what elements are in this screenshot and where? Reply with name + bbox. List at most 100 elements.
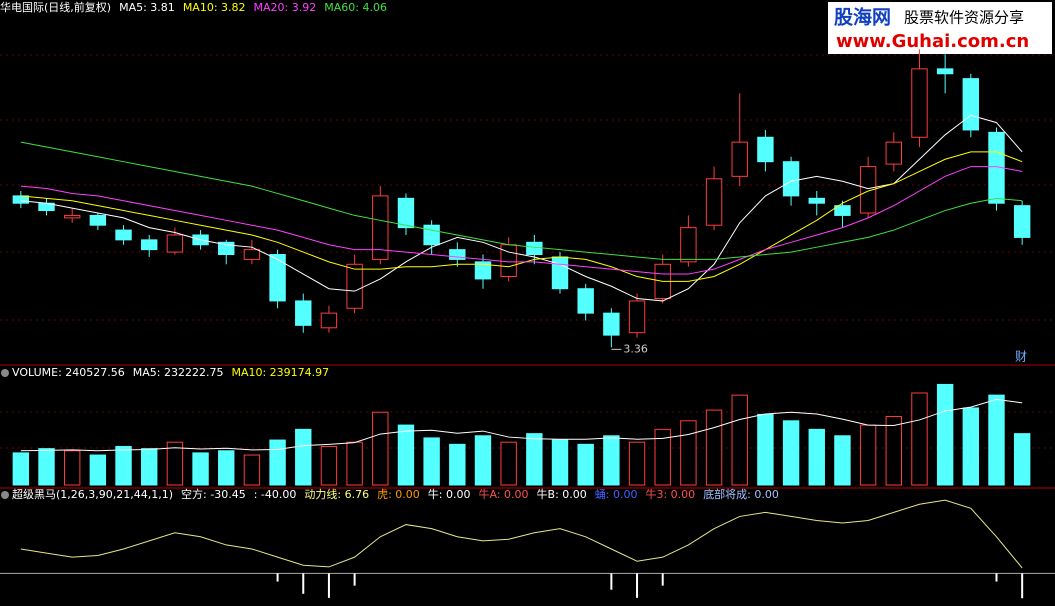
volume-bar <box>320 445 338 486</box>
short-bar <box>353 573 356 586</box>
ma-line <box>20 114 1023 302</box>
short-bar <box>302 573 305 594</box>
volume-bar <box>269 439 286 486</box>
candle-body <box>680 227 697 263</box>
volume-bar <box>808 428 825 486</box>
volume-bar <box>346 441 363 486</box>
header-label: 蛹: 0.00 <box>595 488 638 501</box>
logo-name: 股海网 <box>834 6 891 29</box>
candle-body <box>705 178 723 226</box>
volume-bar <box>192 452 209 486</box>
candle-body <box>243 249 261 260</box>
volume-bar <box>885 416 902 486</box>
volume-bar <box>1013 433 1031 486</box>
candle-body <box>936 68 954 75</box>
volume-bar <box>474 435 492 486</box>
candle-body <box>551 256 569 290</box>
logo: 股海网 股票软件资源分享 www.Guhai.com.cn <box>828 2 1052 54</box>
volume-bar <box>782 420 800 486</box>
volume-bar <box>757 413 774 486</box>
candle-body <box>1013 205 1031 238</box>
candle-body <box>911 68 928 138</box>
volume-bar <box>603 435 620 486</box>
short-bar <box>995 573 998 582</box>
volume-bar <box>654 428 671 486</box>
header-label: 底部将成: 0.00 <box>703 487 779 501</box>
candle-body <box>757 136 774 163</box>
header-label: 华电国际(日线,前复权) <box>0 0 111 14</box>
volume-bar <box>243 454 261 486</box>
header-label: MA20: 3.92 <box>254 1 317 14</box>
header-label: VOLUME: 240527.56 <box>12 366 125 379</box>
short-bar <box>1021 573 1024 599</box>
volume-bar <box>449 443 466 486</box>
volume-bar <box>962 407 980 486</box>
header-label: 空方: -30.45 <box>181 487 246 501</box>
short-bar <box>661 573 664 586</box>
ma-line <box>20 499 1023 569</box>
volume-bar <box>526 433 543 486</box>
header-label: 牛B: 0.00 <box>537 487 587 501</box>
short-bar <box>327 573 330 598</box>
volume-bar <box>38 448 55 486</box>
candle-body <box>141 239 158 251</box>
candle-body <box>628 300 646 334</box>
candle-body <box>449 249 466 260</box>
logo-url: www.Guhai.com.cn <box>836 31 1029 52</box>
ma-line <box>20 398 1023 452</box>
candle-body <box>397 197 415 229</box>
candle-body <box>372 195 389 260</box>
candle-body <box>89 214 107 226</box>
header-label: MA5: 232222.75 <box>133 366 224 379</box>
volume-bar <box>500 441 517 486</box>
volume-bar <box>89 454 107 486</box>
candle-body <box>834 205 851 216</box>
candle-body <box>269 254 286 302</box>
panel-icon <box>1 491 9 499</box>
volume-bar <box>115 445 132 486</box>
header-label: MA60: 4.06 <box>324 1 387 14</box>
volume-bar <box>988 394 1005 486</box>
low-annotation: 3.36 <box>623 342 648 355</box>
candle-body <box>320 312 338 329</box>
logo-slogan: 股票软件资源分享 <box>904 9 1024 27</box>
finance-marker: 财 <box>1015 350 1027 364</box>
candle-body <box>423 224 440 246</box>
volume-bar <box>911 392 928 486</box>
candle-body <box>577 288 594 314</box>
volume-bar <box>295 428 312 486</box>
volume-bar <box>705 409 723 486</box>
volume-bar <box>628 441 646 486</box>
volume-bar <box>551 439 569 486</box>
header-label: 牛: 0.00 <box>428 487 471 501</box>
header-label: 动力线: 6.76 <box>304 487 369 501</box>
header-label: 牛3: 0.00 <box>645 487 695 501</box>
volume-bar <box>166 441 184 486</box>
header-label: 牛A: 0.00 <box>479 487 529 501</box>
candle-body <box>474 261 492 280</box>
candle-body <box>782 161 800 197</box>
volume-bar <box>372 411 389 486</box>
volume-bar <box>834 435 851 486</box>
candle-body <box>603 312 620 336</box>
panel-icon <box>1 369 9 377</box>
candle-body <box>526 241 543 256</box>
header-label: MA10: 3.82 <box>183 1 246 14</box>
header-label: 超级黑马(1,26,3,90,21,44,1,1) <box>12 487 173 501</box>
header-label: MA5: 3.81 <box>119 1 175 14</box>
volume-bar <box>218 450 235 486</box>
logo-box <box>828 2 1052 54</box>
volume-bar <box>12 452 30 486</box>
header-label: : -40.00 <box>254 488 297 501</box>
short-bar <box>276 573 279 582</box>
volume-bar <box>680 420 697 486</box>
volume-bar <box>423 437 440 486</box>
volume-bar <box>63 450 81 486</box>
candle-body <box>166 234 184 253</box>
ma-line <box>20 141 1023 260</box>
candle-body <box>115 229 132 241</box>
volume-bar <box>731 394 748 486</box>
volume-bar <box>141 448 158 486</box>
candle-body <box>859 166 877 214</box>
short-bar <box>610 573 613 590</box>
